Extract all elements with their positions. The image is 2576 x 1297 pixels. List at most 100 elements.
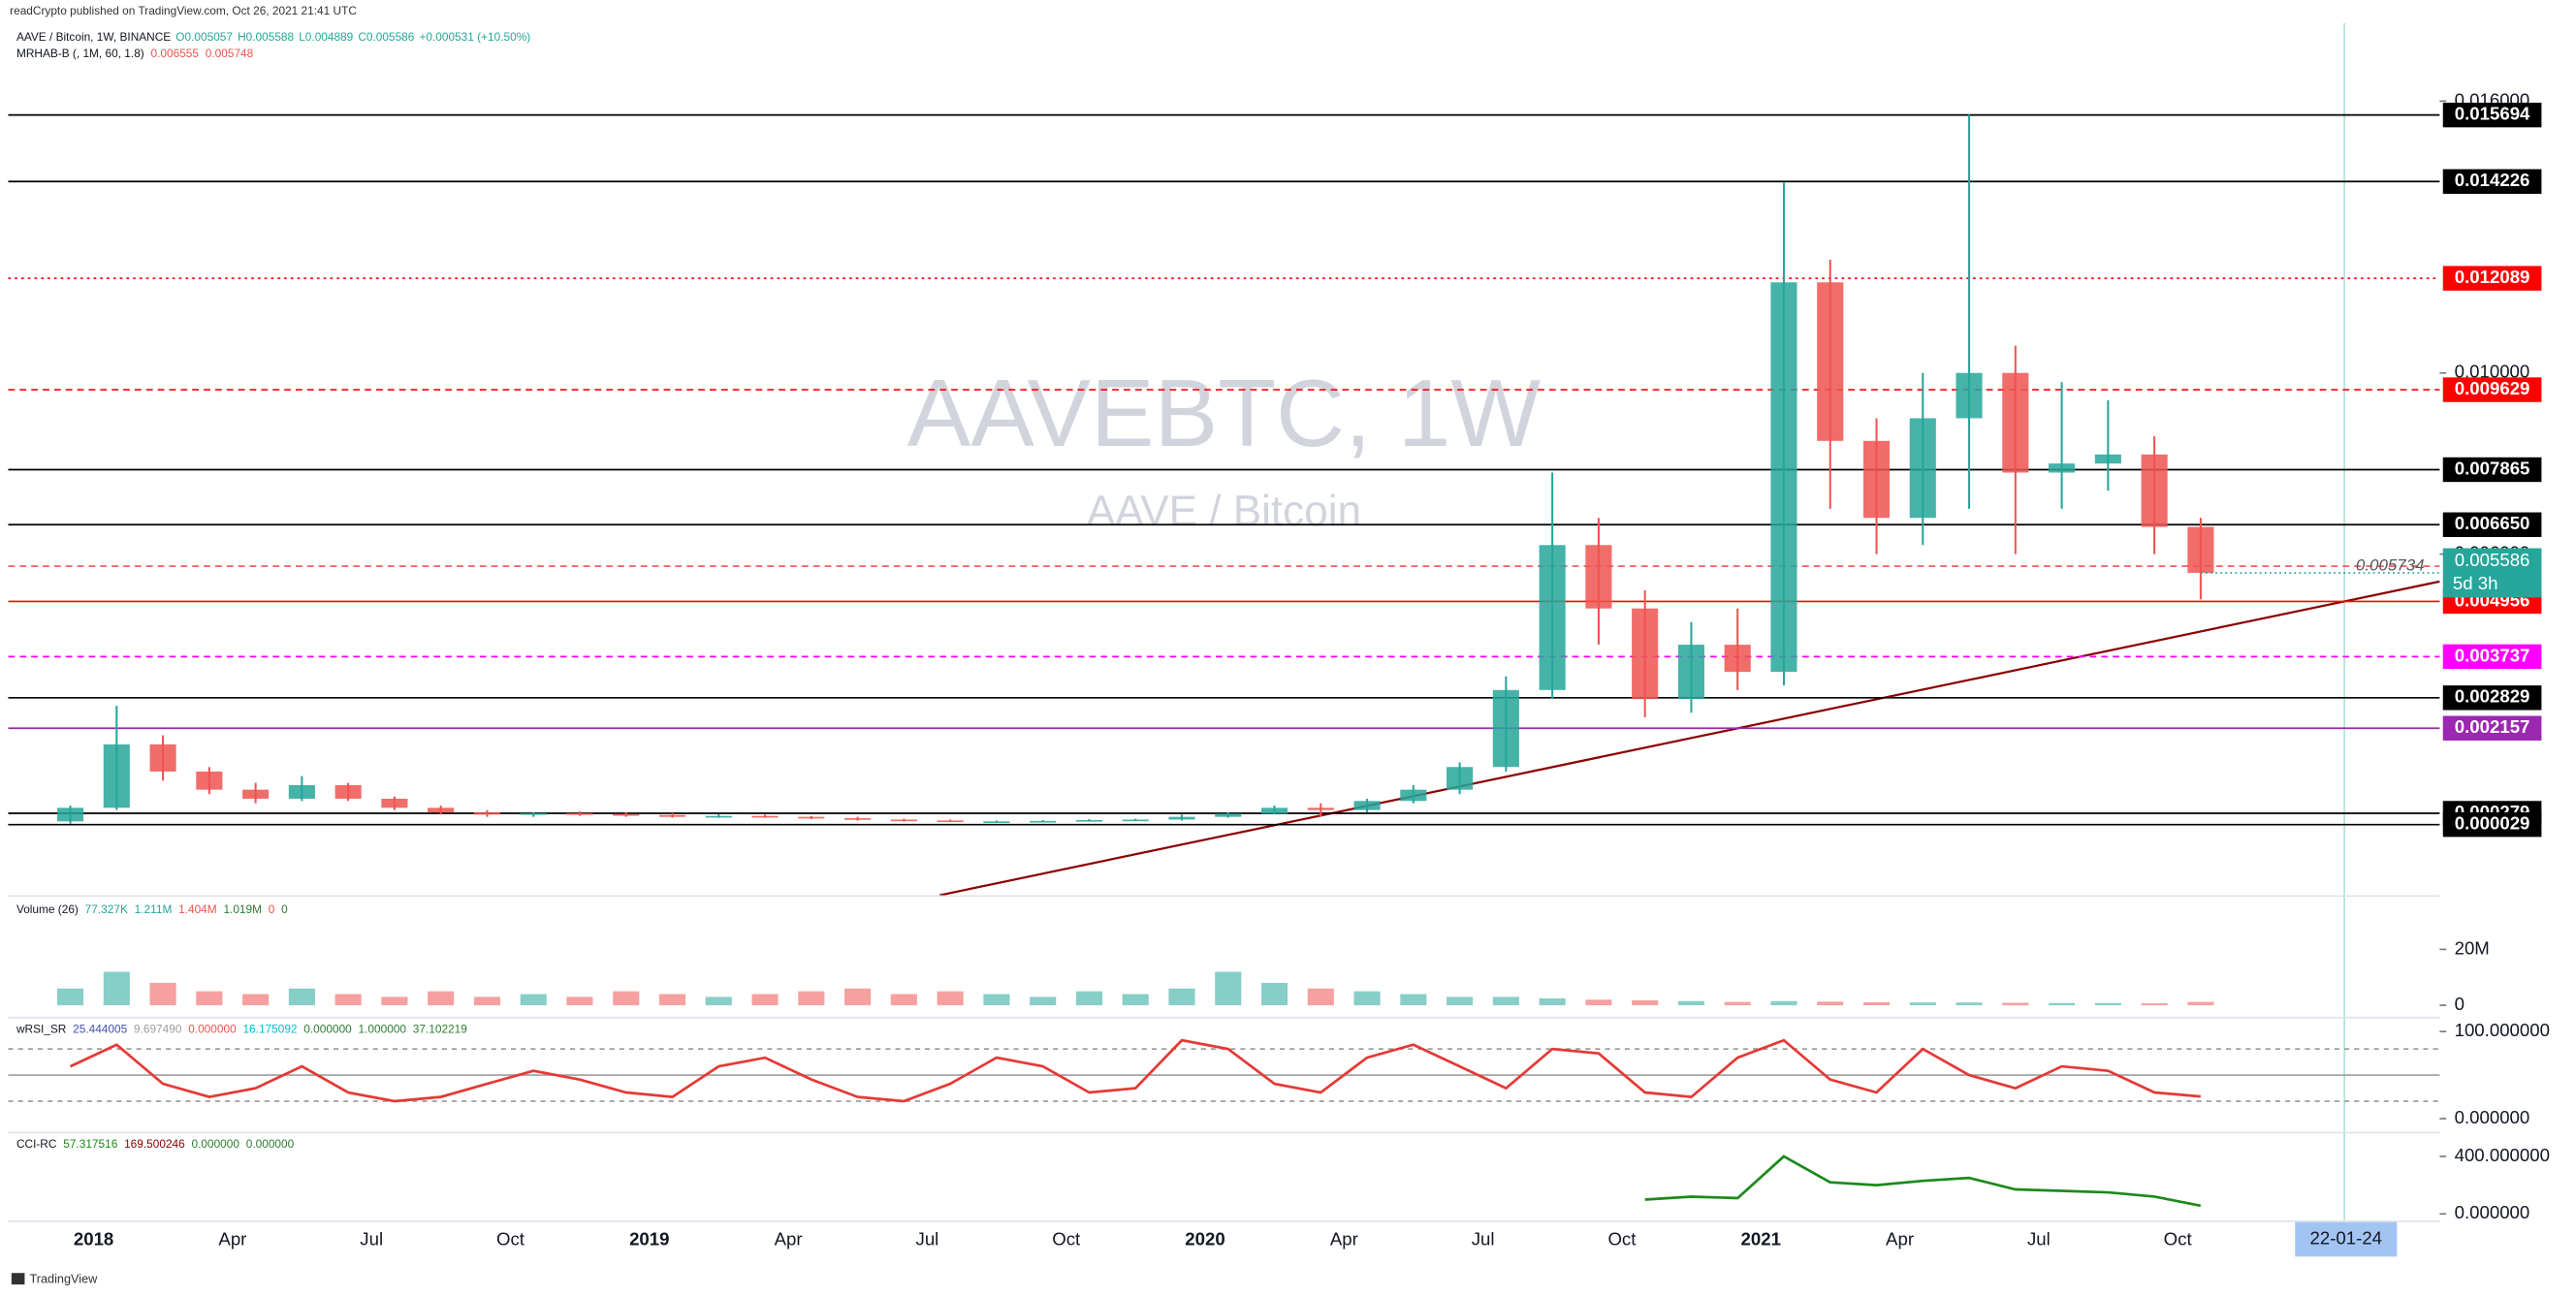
volume-bar (2141, 1003, 2168, 1006)
level-label: 0.000029 (2455, 813, 2530, 834)
candle-body (1492, 689, 1519, 768)
x-tick-label: Jul (1472, 1228, 1495, 1249)
candle-body (705, 815, 732, 818)
level-label: 0.014226 (2455, 170, 2530, 190)
candle-body (56, 807, 84, 822)
legend-value: 0 (269, 902, 275, 916)
legend-value: 0 (281, 902, 288, 916)
cursor-date: 22-01-24 (2309, 1227, 2382, 1248)
indicator-line (1644, 1155, 2202, 1208)
volume-bar (1400, 994, 1427, 1006)
candle-body (1400, 789, 1427, 802)
volume-bar (1030, 996, 1057, 1006)
level-label: 0.007865 (2455, 458, 2530, 478)
candle-body (1075, 819, 1103, 822)
legend-value: 37.102219 (413, 1023, 467, 1036)
candle-body (937, 820, 964, 823)
indicator-value: 0.005748 (206, 47, 254, 60)
x-tick-label: Jul (2027, 1228, 2051, 1249)
legend-value: 1.211M (135, 902, 173, 916)
volume-bar (2002, 1002, 2029, 1006)
x-tick-label: Oct (2164, 1228, 2193, 1249)
x-tick-label: Jul (360, 1228, 383, 1249)
ohlc-value: C0.005586 (358, 30, 414, 44)
indicator-value: 0.006555 (151, 47, 200, 60)
volume-bar (1585, 999, 1612, 1006)
candle-body (1307, 807, 1334, 810)
volume-bar (2049, 1002, 2076, 1006)
candle-body (242, 789, 270, 799)
candle-body (751, 815, 779, 818)
volume-bar (1307, 988, 1334, 1006)
y-tick-label: 400.000000 (2455, 1145, 2550, 1165)
last-price-box (2442, 548, 2542, 598)
candle-body (1956, 372, 1983, 419)
x-tick-label: Oct (1052, 1228, 1081, 1249)
x-tick-label: Apr (1330, 1228, 1358, 1249)
volume-bar (1122, 994, 1149, 1006)
x-tick-label: 2018 (74, 1228, 113, 1249)
level-box (2442, 457, 2542, 483)
legend-value: 0.000000 (192, 1137, 240, 1151)
volume-bar (520, 994, 547, 1006)
symbol-legend: AAVE / Bitcoin, 1W, BINANCE O0.005057 H0.0… (16, 30, 530, 44)
candle-body (1909, 418, 1936, 519)
candle-body (2094, 454, 2121, 464)
candle-body (2187, 526, 2214, 573)
y-tick-label: 0.000000 (2455, 1202, 2530, 1222)
annotation-label: 0.005734 (2356, 556, 2425, 575)
x-tick-label: Jul (916, 1228, 939, 1249)
y-tick-label: 0.000000 (2455, 1107, 2530, 1127)
cursor-date-box (2295, 1221, 2398, 1257)
volume-bar (890, 994, 917, 1006)
legend-value: 0.000000 (246, 1137, 295, 1151)
legend-value: 9.697490 (134, 1023, 182, 1036)
ohlc-value: H0.005588 (238, 30, 294, 44)
candle-body (149, 743, 176, 772)
symbol-title: AAVE / Bitcoin, 1W, BINANCE (16, 30, 171, 44)
level-box (2442, 102, 2542, 128)
level-label: 0.009629 (2455, 378, 2530, 398)
footer: TradingView (30, 1272, 99, 1285)
publisher: readCrypto published on TradingView.com,… (10, 4, 357, 17)
level-label: 0.003737 (2455, 645, 2530, 665)
candle-body (566, 812, 593, 815)
candle-body (473, 812, 501, 815)
volume-bar (1632, 999, 1659, 1006)
volume-bar (1168, 988, 1195, 1006)
ohlc-value: L0.004889 (299, 30, 353, 44)
x-tick-label: Oct (1607, 1228, 1637, 1249)
candle-body (1447, 767, 1474, 790)
candle-body (1168, 816, 1195, 820)
candle-body (658, 814, 686, 817)
y-tick-label: 0 (2455, 994, 2465, 1014)
candle-body (1260, 807, 1288, 814)
candle-body (983, 821, 1010, 824)
legend-value: 77.327K (85, 902, 128, 916)
candle-body (288, 784, 315, 799)
volume-bar (1260, 982, 1288, 1006)
volume-bar (288, 988, 315, 1006)
candle-body (1770, 282, 1797, 673)
candle-body (334, 784, 362, 799)
volume-bar (103, 971, 130, 1006)
watermark: AAVEBTC, 1W (907, 360, 1542, 466)
legend-value: 1.019M (223, 902, 262, 916)
volume-bar (149, 982, 176, 1006)
volume-bar (566, 996, 593, 1006)
indicator-title: MRHAB-B (, 1M, 60, 1.8) (16, 47, 144, 60)
volume-bar (1724, 1001, 1751, 1006)
volume-bar (844, 988, 872, 1006)
legend-value: 1.404M (178, 902, 217, 916)
volume-bar (1492, 996, 1519, 1006)
volume-bar (196, 991, 223, 1006)
legend-value: 57.317516 (63, 1137, 117, 1151)
y-tick-label: 0.010000 (2455, 362, 2530, 382)
pane-title: wRSI_SR (16, 1023, 67, 1036)
volume-bar (334, 994, 362, 1006)
candle-body (1724, 645, 1751, 673)
volume-bar (1677, 1000, 1704, 1006)
candle-body (1862, 440, 1891, 519)
level-box (2442, 685, 2542, 711)
